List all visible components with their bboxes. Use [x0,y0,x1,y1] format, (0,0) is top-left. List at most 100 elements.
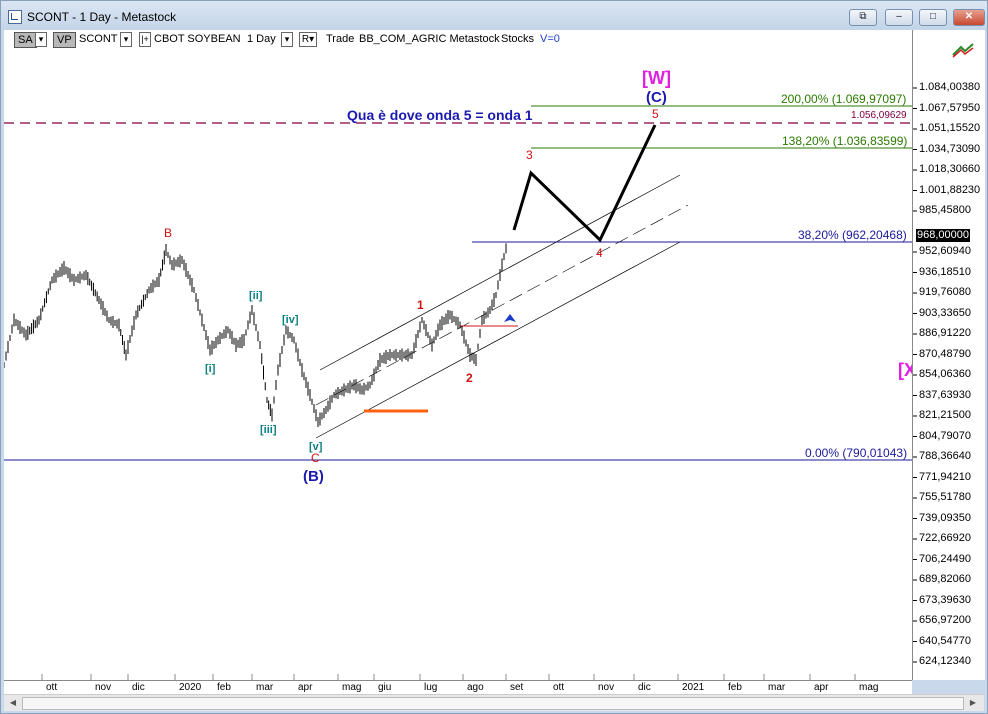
close-button[interactable]: ✕ [953,9,985,26]
price-tick-label: 854,06360 [919,368,971,380]
price-tick-label: 1.067,57950 [919,101,981,114]
scroll-right-arrow-icon[interactable]: ▶ [969,698,977,707]
time-tick-label: set [510,682,524,693]
time-tick-label: ott [46,682,58,693]
time-axis[interactable]: ott nov dic 2020 feb mar apr mag giu lug ago set ott… [4,680,912,695]
price-tick-label: 788,36640 [919,450,971,462]
price-tick-label: 739,09350 [919,511,971,524]
chart-toolbar: SA ▾ VP SCONT ▾ |+ CBOT SOYBEAN 1 Day ▾ … [4,30,984,51]
wave-3-label: 3 [526,148,533,162]
wave-v-label: [v] [309,441,323,453]
time-tick-label: lug [424,682,438,693]
scroll-thumb[interactable] [22,697,964,710]
time-tick-label: apr [298,682,313,693]
price-bars [4,243,507,427]
wave-C-label: C [311,451,320,465]
time-tick-label: giu [378,682,392,693]
wave-iii-label: [iii] [260,424,277,436]
channel-lower [315,241,681,439]
price-tick-label: 673,39630 [919,593,971,606]
price-tick-label: 1.018,30660 [919,163,981,175]
time-tick-label: ott [553,682,565,693]
last-price-tag: 968,00000 [916,229,970,242]
sa-dropdown-arrow[interactable]: ▾ [35,32,47,47]
price-tick-label: 952,60940 [919,245,971,257]
time-tick-label: mar [256,682,274,693]
price-axis-canvas [913,87,917,663]
buy-arrow-icon [504,314,516,322]
wave-W-label: [W] [642,68,671,88]
chart-canvas [4,105,912,680]
fib-200-label: 200,00% (1.069,97097) [781,92,907,106]
price-tick-label: 886,91220 [919,327,971,339]
vp-button[interactable]: VP [53,32,76,48]
wave-B-major-label: (B) [303,468,324,485]
price-tick-label: 1.001,88230 [919,183,981,196]
time-tick-label: ago [467,682,484,693]
title-bar[interactable]: SCONT - 1 Day - Metastock ⧉ – □ ✕ [1,1,987,31]
price-axis[interactable]: 1.084,00380 1.067,57950 1.051,15520 1.034,7… [912,30,985,680]
chart-type-icon[interactable]: |+ [139,32,151,47]
stocks-label: Stocks [501,33,535,45]
price-tick-label: 919,76080 [919,286,971,298]
sa-button[interactable]: SA [14,32,37,48]
price-tick-label: 903,33650 [919,306,971,319]
price-tick-label: 640,54770 [919,634,971,647]
description-label: CBOT SOYBEAN [154,33,241,45]
window-title: SCONT - 1 Day - Metastock [27,10,177,24]
wave-i-label: [i] [205,363,216,375]
time-tick-label: feb [728,682,742,693]
maximize-button[interactable]: □ [919,9,947,26]
price-tick-label: 771,94210 [919,470,971,483]
restore-down-button[interactable]: ⧉ [849,9,877,26]
fib-38-label: 38,20% (962,20468) [798,228,907,242]
headline-annotation: Qua è dove onda 5 = onda 1 [347,107,533,123]
symbol-dropdown-arrow[interactable]: ▾ [120,32,132,47]
time-tick-label: feb [217,682,231,693]
price-tick-label: 985,45800 [919,204,971,216]
price-tick-label: 722,66920 [919,532,971,544]
fib-dashed-label: 1.056,09629 [851,110,907,121]
price-tick-label: 755,51780 [919,491,971,503]
horizontal-scrollbar[interactable]: ◀ ▶ [4,694,984,711]
drawing-tool-icon[interactable] [951,42,975,58]
price-tick-label: 804,79070 [919,429,971,442]
price-tick-label: 689,82060 [919,573,971,585]
time-tick-label: 2021 [682,682,705,693]
wave-5-label: 5 [652,107,659,121]
mode-label: R [301,34,310,45]
wave-2-label: 2 [466,371,473,385]
data-source-label: BB_COM_AGRIC Metastock [359,33,500,45]
wave-B-label: B [164,226,173,240]
time-tick-label: apr [814,682,829,693]
minimize-button[interactable]: – [885,9,913,26]
time-tick-label: mar [768,682,786,693]
chart-app-icon [8,10,22,24]
price-tick-label: 821,21500 [919,409,971,421]
trade-label[interactable]: Trade [326,33,355,45]
time-tick-label: 2020 [179,682,202,693]
fib-0-label: 0.00% (790,01043) [805,446,908,460]
wave-1-label: 1 [417,298,424,312]
projection-path [512,124,657,243]
price-tick-label: 837,63930 [919,388,971,401]
time-tick-label: nov [598,682,615,693]
price-tick-label: 1.034,73090 [919,142,981,155]
price-tick-label: 870,48790 [919,347,971,360]
price-tick-label: 706,24490 [919,552,971,565]
price-tick-label: 1.051,15520 [919,122,981,134]
wave-X-label: [X [898,360,916,380]
price-chart[interactable]: Qua è dove onda 5 = onda 1 200,00% (1.06… [4,50,916,680]
time-tick-label: mag [342,682,362,693]
price-tick-label: 656,97200 [919,614,971,626]
price-tick-label: 1.084,00380 [919,81,981,93]
scroll-left-arrow-icon[interactable]: ◀ [9,698,17,707]
time-tick-label: nov [95,682,112,693]
wave-iv-label: [iv] [282,314,299,326]
price-tick-label: 624,12340 [919,655,971,667]
time-tick-label: dic [638,682,651,693]
period-dropdown-arrow[interactable]: ▾ [281,32,293,47]
wave-C-major-label: (C) [646,89,667,106]
wave-4-label: 4 [596,246,603,260]
mode-button[interactable]: R▾ [299,32,317,47]
